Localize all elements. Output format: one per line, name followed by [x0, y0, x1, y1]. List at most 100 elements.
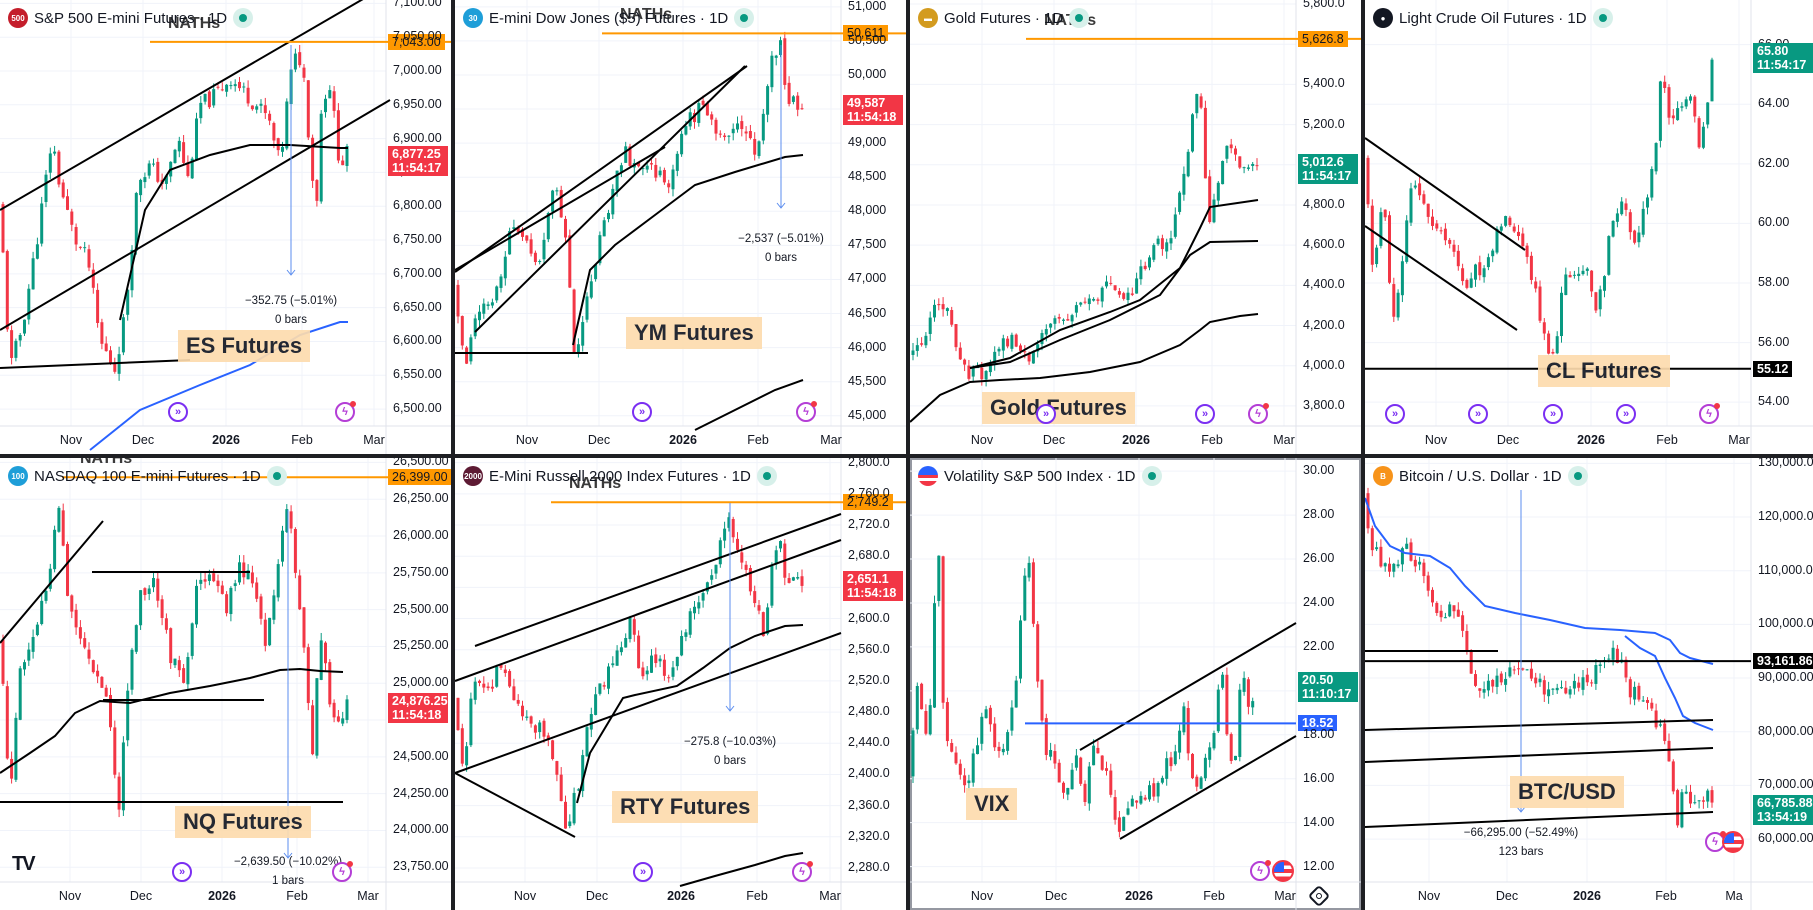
chart-canvas[interactable] [455, 458, 906, 910]
replay-arrow-icon[interactable]: » [632, 402, 652, 422]
price-axis-label: 47,000 [848, 271, 887, 286]
symbol-annotation-box[interactable]: BTC/USD [1510, 776, 1624, 808]
chart-canvas[interactable] [0, 0, 451, 454]
events-bolt-icon[interactable]: ϟ [335, 401, 356, 422]
replay-arrow-icon[interactable]: » [1036, 404, 1056, 424]
chart-canvas[interactable] [455, 0, 906, 454]
trendline[interactable] [0, 359, 191, 369]
replay-arrow-icon[interactable]: » [168, 402, 188, 422]
chart-canvas[interactable] [1365, 458, 1813, 910]
symbol-header[interactable]: 30 E-mini Dow Jones ($5) Futures · 1D [463, 6, 755, 30]
tradingview-logo-icon[interactable]: TV [12, 853, 36, 875]
replay-arrow-icon[interactable]: » [1195, 404, 1215, 424]
trendline[interactable] [1119, 735, 1297, 840]
level-price-tag: 93,161.86 [1753, 653, 1813, 670]
symbol-header[interactable]: ● Light Crude Oil Futures · 1D [1373, 6, 1613, 30]
chart-canvas[interactable] [910, 458, 1361, 910]
price-axis-label: 48,000 [848, 203, 887, 218]
symbol-annotation-box[interactable]: VIX [966, 788, 1018, 820]
trendline[interactable] [1365, 811, 1714, 828]
trendline[interactable] [474, 513, 842, 647]
candles [456, 31, 804, 365]
events-bolt-icon[interactable]: ϟ [332, 861, 353, 882]
replay-arrow-icon[interactable]: » [172, 862, 192, 882]
symbol-annotation-box[interactable]: YM Futures [626, 317, 762, 349]
price-axis-label: 120,000.00 [1758, 509, 1813, 524]
trendline[interactable] [1365, 747, 1714, 763]
moving-average-line[interactable] [1365, 497, 1714, 665]
moving-average-line[interactable] [694, 379, 804, 431]
trendline[interactable] [1365, 137, 1526, 251]
events-bolt-icon[interactable]: ϟ [1250, 860, 1271, 881]
price-axis-label: 110,000.00 [1758, 562, 1813, 577]
moving-average-line[interactable] [1624, 635, 1714, 731]
trendline[interactable] [0, 0, 370, 211]
moving-average-line[interactable] [910, 313, 1259, 423]
symbol-annotation-box[interactable]: CL Futures [1538, 355, 1670, 387]
chart-panel-nq[interactable]: NATHs 26,399.00 −2,639.50 (−10.02%) 1 bars 2… [0, 458, 451, 910]
price-axis-label: 54.00 [1758, 394, 1790, 409]
sp500-badge-icon: 500 [8, 8, 28, 28]
trendline[interactable] [455, 772, 576, 838]
trendline[interactable] [0, 520, 104, 644]
price-axis-label: 22.00 [1303, 638, 1335, 653]
us-economic-events-flag-icon[interactable] [1272, 860, 1294, 882]
us-flag-icon [918, 466, 938, 486]
trendline[interactable] [474, 65, 746, 333]
naths-price-tag: 5,626.8 [1298, 30, 1348, 47]
price-axis-label: 14.00 [1303, 814, 1335, 829]
moving-average-line[interactable] [969, 199, 1259, 369]
symbol-annotation-box[interactable]: Gold Futures [982, 392, 1135, 424]
moving-average-line[interactable] [969, 240, 1259, 369]
chart-panel-gold[interactable]: NATHs5,626.85,800.05,400.05,200.04,800.0… [910, 0, 1361, 454]
trendline[interactable] [0, 99, 391, 331]
moving-average-line[interactable] [0, 667, 344, 774]
symbol-header[interactable]: B Bitcoin / U.S. Dollar · 1D [1373, 464, 1588, 488]
trendline[interactable] [1079, 622, 1297, 751]
symbol-header[interactable]: 500 S&P 500 E-mini Futures · 1D [8, 6, 254, 30]
replay-arrow-icon[interactable]: » [1616, 404, 1636, 424]
replay-arrow-icon[interactable]: » [633, 862, 653, 882]
chart-panel-rty[interactable]: NATHs 2,749.2 −275.8 (−10.03%) 0 bars 2,800.… [455, 458, 906, 910]
moving-average-line[interactable] [679, 852, 804, 887]
trendline[interactable] [1365, 225, 1518, 331]
symbol-header[interactable]: ▬ Gold Futures · 1D [918, 6, 1090, 30]
bar-countdown: 11:10:17 [1302, 686, 1352, 701]
chart-canvas[interactable] [0, 458, 451, 910]
chart-canvas[interactable] [1365, 0, 1813, 454]
chart-panel-vix[interactable]: 18.52 30.00 28.00 26.00 24.00 22.00 18.00 16.00… [910, 458, 1361, 910]
moving-average-line[interactable] [119, 144, 348, 321]
chart-canvas[interactable] [910, 0, 1361, 454]
trendline[interactable] [455, 632, 842, 774]
events-bolt-icon[interactable]: ϟ [796, 401, 817, 422]
us-economic-events-flag-icon[interactable] [1722, 831, 1744, 853]
symbol-annotation-box[interactable]: ES Futures [178, 330, 311, 362]
chart-panel-btc[interactable]: 93,161.86 −66,295.00 (−52.49%) 123 bars 130… [1365, 458, 1813, 910]
replay-arrow-icon[interactable]: » [1468, 404, 1488, 424]
market-open-status-icon [266, 466, 287, 486]
replay-arrow-icon[interactable]: » [1543, 404, 1563, 424]
moving-average-line[interactable] [576, 624, 804, 804]
last-price-tag: 5,012.6 11:54:17 [1298, 154, 1358, 185]
symbol-header[interactable]: Volatility S&P 500 Index · 1D [918, 464, 1162, 488]
trendline[interactable] [455, 539, 842, 682]
replay-arrow-icon[interactable]: » [1385, 404, 1405, 424]
chart-panel-es[interactable]: NATHs 7,043.00 −352.75 (−5.01%) 0 bars 7,100… [0, 0, 451, 454]
symbol-annotation-box[interactable]: RTY Futures [612, 791, 759, 823]
events-bolt-icon[interactable]: ϟ [1699, 403, 1720, 424]
events-bolt-icon[interactable]: ϟ [792, 861, 813, 882]
time-axis-label: Nov [513, 889, 537, 903]
symbol-annotation-box[interactable]: NQ Futures [175, 806, 311, 838]
trendline[interactable] [455, 146, 666, 271]
chart-panel-crude-oil[interactable]: 55.1266.0064.0062.0060.0058.0056.0054.00… [1365, 0, 1813, 454]
moving-average-line[interactable] [572, 154, 804, 346]
price-axis-label: 12.00 [1303, 858, 1335, 873]
moving-average-line[interactable] [89, 321, 348, 451]
symbol-header[interactable]: 2000 E-Mini Russell 2000 Index Futures · … [463, 464, 777, 488]
symbol-header[interactable]: 100 NASDAQ 100 E-mini Futures · 1D [8, 464, 287, 488]
trendline[interactable] [455, 65, 748, 273]
price-axis-label: 24.00 [1303, 594, 1335, 609]
events-bolt-icon[interactable]: ϟ [1248, 403, 1269, 424]
chart-panel-ym[interactable]: NATHs 50,611 −2,537 (−5.01%) 0 bars 51,000 50… [455, 0, 906, 454]
trendline[interactable] [1365, 719, 1714, 731]
